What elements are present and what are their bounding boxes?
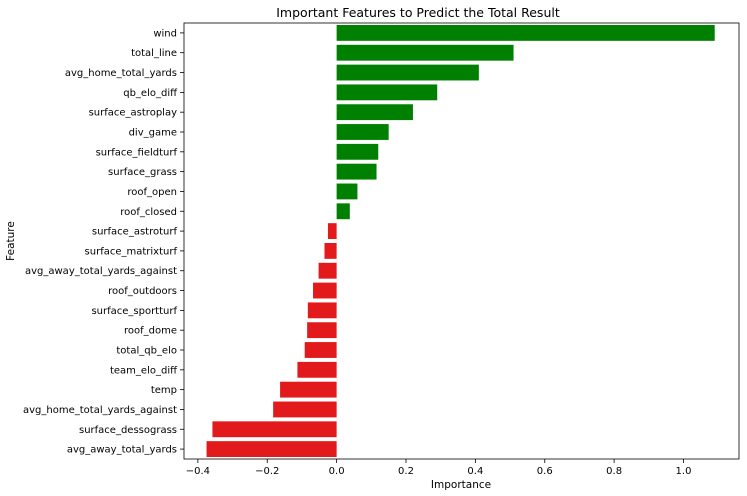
x-tick-label: 0.8	[606, 466, 622, 477]
y-tick-label: avg_home_total_yards	[65, 68, 177, 79]
bar-surface_matrixturf	[324, 242, 337, 259]
x-tick-label: −0.2	[255, 466, 279, 477]
y-tick-label: surface_dessograss	[79, 425, 177, 436]
bar-total_line	[336, 44, 514, 61]
y-tick-label: roof_closed	[120, 207, 177, 218]
y-tick-label: div_game	[129, 128, 177, 139]
bar-surface_sportturf	[307, 302, 337, 319]
bar-avg_home_total_yards_against	[273, 401, 337, 418]
bar-temp	[280, 381, 337, 398]
bar-surface_astroplay	[336, 104, 413, 121]
y-tick-label: surface_fieldturf	[96, 147, 178, 158]
y-tick-label: avg_away_total_yards	[67, 445, 177, 456]
bar-avg_away_total_yards	[206, 441, 337, 458]
y-tick-label: surface_astroplay	[89, 108, 177, 119]
y-tick-label: surface_astroturf	[92, 227, 178, 238]
y-tick-label: total_line	[131, 48, 177, 59]
y-tick-label: team_elo_diff	[110, 365, 178, 376]
y-tick-label: avg_away_total_yards_against	[25, 266, 177, 277]
x-axis-title: Importance	[431, 479, 491, 491]
bar-surface_fieldturf	[336, 143, 379, 160]
bar-roof_closed	[336, 203, 350, 220]
bar-roof_outdoors	[313, 282, 337, 299]
bar-surface_grass	[336, 163, 377, 180]
y-axis-title: Feature	[5, 221, 17, 261]
y-tick-label: total_qb_elo	[116, 346, 177, 357]
bar-div_game	[336, 124, 389, 140]
bar-roof_open	[336, 183, 358, 200]
bars-group	[206, 24, 715, 458]
y-tick-label: qb_elo_diff	[123, 88, 178, 99]
bar-surface_dessograss	[212, 421, 337, 438]
y-tick-labels: wind total_line avg_home_total_yards qb_elo…	[23, 28, 184, 456]
x-tick-label: 1.0	[676, 466, 692, 477]
y-tick-label: surface_sportturf	[91, 306, 177, 317]
y-tick-label: temp	[151, 385, 177, 396]
bar-total_qb_elo	[304, 342, 337, 358]
x-tick-label: 0.6	[537, 466, 553, 477]
x-tick-label: 0.4	[467, 466, 483, 477]
x-ticks: −0.4 −0.2 0.0 0.2 0.4 0.6 0.8 1.0	[186, 459, 692, 477]
bar-avg_home_total_yards	[336, 64, 479, 81]
y-tick-label: surface_matrixturf	[85, 246, 178, 257]
x-tick-label: 0.0	[329, 466, 345, 477]
y-tick-label: wind	[153, 28, 177, 39]
y-tick-label: roof_dome	[124, 326, 177, 337]
bar-team_elo_diff	[297, 361, 337, 378]
x-tick-label: 0.2	[398, 466, 414, 477]
y-tick-label: avg_home_total_yards_against	[23, 405, 177, 416]
bar-qb_elo_diff	[336, 84, 438, 101]
y-tick-label: roof_open	[127, 187, 177, 198]
x-tick-label: −0.4	[186, 466, 210, 477]
bar-roof_dome	[307, 322, 337, 339]
bar-avg_away_total_yards_against	[318, 262, 337, 279]
y-tick-label: roof_outdoors	[108, 286, 177, 297]
bar-wind	[336, 24, 715, 41]
bar-surface_astroturf	[327, 223, 337, 240]
plot-frame	[183, 22, 740, 460]
y-tick-label: surface_grass	[108, 167, 177, 178]
chart-title: Important Features to Predict the Total …	[276, 5, 560, 20]
